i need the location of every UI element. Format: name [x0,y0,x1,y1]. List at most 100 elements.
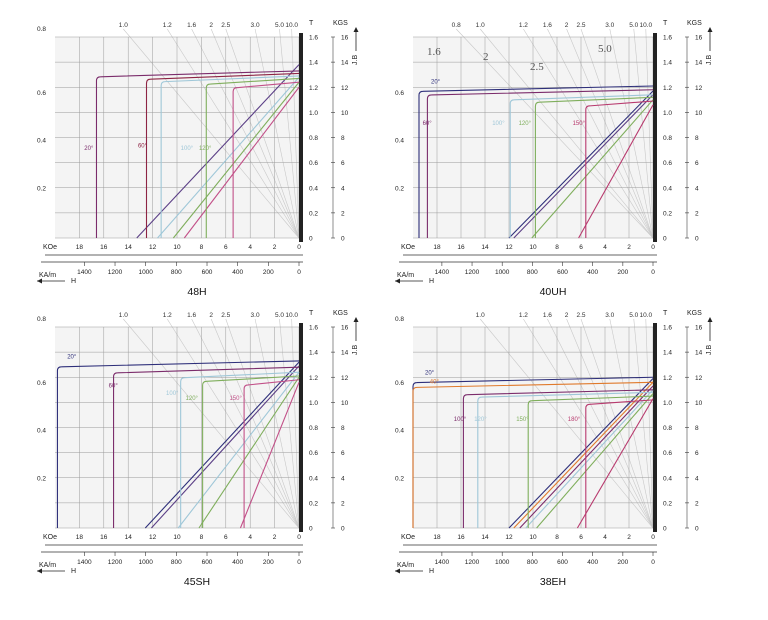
kgs-tick-label: 16 [341,325,349,332]
jb-unit-label: J.B [706,345,713,355]
kgs-unit-label: KGS [333,310,348,317]
load-line [144,361,300,529]
temp-label: 100° [166,391,179,397]
permeance-line [609,318,654,529]
pc-label: 1.2 [163,312,172,319]
pc-label: 3.0 [251,312,260,319]
pc-label: 2 [565,22,569,29]
kgs-tick-label: 12 [695,85,703,92]
load-line [536,393,654,529]
kgs-tick-label: 16 [695,325,703,332]
permeance-line [547,28,654,239]
load-line [578,104,654,239]
temp-label: 60° [138,144,148,150]
koe-tick-label: 8 [200,244,204,251]
pc-label: 1.0 [119,312,128,319]
kgs-tick-label: 8 [695,425,699,432]
load-line [157,76,300,239]
kam-tick-label: 400 [587,559,598,566]
pc-label: 1.6 [187,22,196,29]
temp-label: 20° [425,371,435,377]
jb-arrow-head [353,317,359,322]
jb-arrow-head [353,27,359,32]
koe-tick-label: 16 [100,534,108,541]
t-tick-label: 0.6 [663,160,672,167]
temp-label: 20° [431,79,441,85]
permeance-line [645,318,654,529]
panel-title: 48H [187,286,206,298]
koe-tick-label: 2 [627,534,631,541]
koe-tick-label: 2 [627,244,631,251]
kgs-tick-label: 10 [695,110,703,117]
temp-label: 150° [516,417,529,423]
kam-tick-label: 1000 [495,559,510,566]
t-tick-label: 0.6 [309,450,318,457]
kgs-tick-label: 0 [695,526,699,533]
kgs-tick-label: 12 [341,375,349,382]
demag-curve [56,360,300,528]
kam-unit-label: KA/m [39,272,56,279]
demag-curve [180,371,300,528]
kam-tick-label: 1400 [77,559,92,566]
h-arrow-head [37,278,42,284]
h-unit-label: H [71,568,76,575]
permeance-line [279,28,300,239]
koe-tick-label: 18 [433,244,441,251]
kgs-tick-label: 8 [341,425,345,432]
pc-label: 5.0 [275,312,284,319]
demag-curve [477,391,654,528]
t-tick-label: 1.2 [309,85,318,92]
t-unit-label: T [309,310,314,317]
temp-label: 60° [423,121,433,127]
koe-tick-label: 16 [100,244,108,251]
kgs-tick-label: 4 [695,475,699,482]
h-arrow-head [395,278,400,284]
kam-tick-label: 200 [263,559,274,566]
left-tick-label: 0.4 [37,428,46,435]
koe-tick-label: 12 [505,534,513,541]
demag-curve [418,85,654,238]
jb-arrow-head [707,317,713,322]
figure-note: 2.5 [530,61,544,73]
koe-tick-label: 16 [457,534,465,541]
kam-tick-label: 0 [297,269,301,276]
kam-unit-label: KA/m [39,562,56,569]
demag-curve [412,381,654,528]
figure-note: 2 [483,51,489,63]
koe-tick-label: 8 [200,534,204,541]
permeance-line [523,318,654,529]
t-tick-label: 0.6 [309,160,318,167]
t-tick-label: 0.2 [309,500,318,507]
t-tick-label: 0.8 [309,425,318,432]
load-line [150,365,300,529]
t-tick-label: 1.4 [663,350,672,357]
koe-unit-label: KOe [401,534,415,541]
t-tick-label: 0.2 [663,500,672,507]
temp-label: 100° [181,146,194,152]
koe-tick-label: 12 [149,244,157,251]
h-unit-label: H [429,278,434,285]
demag-curve [426,89,654,238]
temp-label: 40° [430,380,440,386]
left-tick-label: 0.2 [37,475,46,482]
kgs-tick-label: 2 [341,210,345,217]
permeance-line [254,28,300,239]
t-tick-label: 0.8 [309,135,318,142]
t-tick-label: 1.4 [309,60,318,67]
t-tick-label: 0 [663,236,667,243]
demag-curve [95,70,300,238]
t-tick-label: 0.2 [309,210,318,217]
temp-label: 100° [454,417,467,423]
kam-tick-label: 800 [527,559,538,566]
kgs-unit-label: KGS [333,20,348,27]
kgs-unit-label: KGS [687,310,702,317]
left-tick-label: 0.4 [395,428,404,435]
permeance-line [645,28,654,239]
kgs-tick-label: 4 [341,475,345,482]
temp-label: 60° [109,383,119,389]
kgs-tick-label: 16 [695,35,703,42]
jb-unit-label: J.B [352,55,359,65]
demag-curve [412,376,654,528]
pc-label: 10.0 [639,22,652,29]
kam-unit-label: KA/m [397,272,414,279]
